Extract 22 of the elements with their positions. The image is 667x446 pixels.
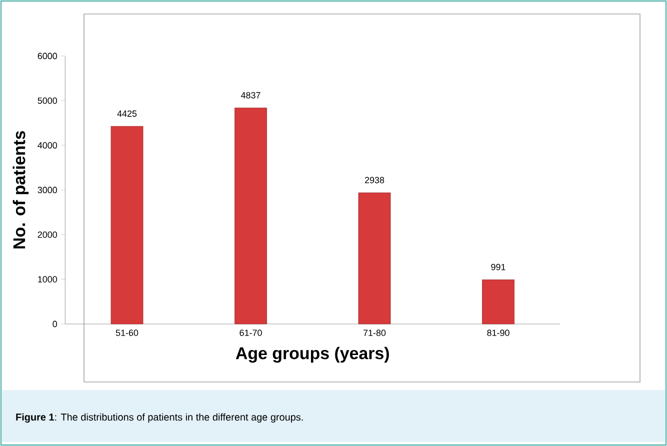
data-label: 991 (491, 264, 506, 270)
bar (358, 192, 391, 324)
x-tick-label: 81-90 (487, 330, 510, 336)
y-axis-title: No. of patients (12, 131, 29, 248)
y-tick-label: 4000 (38, 142, 58, 148)
y-tick-label: 0 (52, 320, 58, 328)
x-axis-title: Age groups (years) (236, 346, 389, 363)
y-tick-label: 5000 (38, 97, 58, 104)
bar (482, 280, 514, 324)
bar (110, 126, 144, 324)
data-label: 4425 (117, 110, 137, 117)
x-tick-label: 51-60 (116, 330, 138, 336)
data-label: 4837 (240, 92, 260, 98)
y-tick-label: 3000 (38, 186, 58, 194)
x-tick-label: 71-80 (363, 330, 386, 336)
x-tick-label: 61-70 (240, 330, 262, 336)
y-tick-label: 6000 (38, 52, 58, 60)
bar (234, 108, 267, 324)
y-tick-label: 1000 (38, 276, 58, 282)
data-label: 2938 (364, 176, 384, 184)
text: Figure 1: The distributions of patients in the different age groups. (16, 413, 303, 423)
y-tick-label: 2000 (38, 231, 58, 238)
